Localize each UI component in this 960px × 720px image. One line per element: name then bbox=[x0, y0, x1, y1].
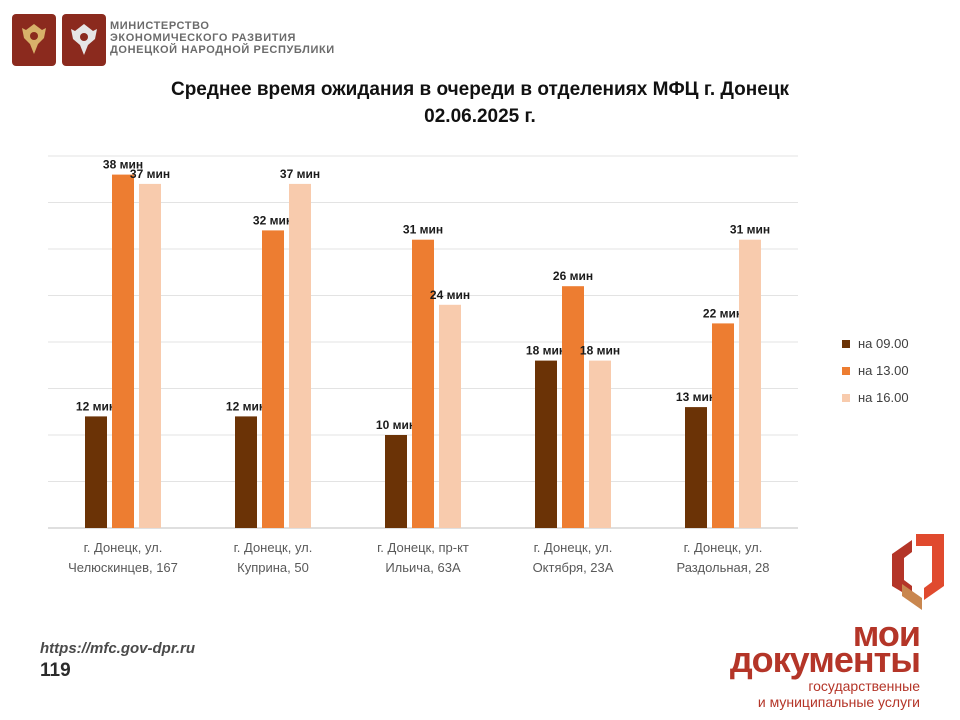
legend-label-1300: на 13.00 bbox=[858, 363, 909, 378]
moi-dokumenty-logo-icon bbox=[892, 534, 944, 610]
x-tick-label: г. Донецк, ул. bbox=[684, 540, 763, 555]
brand-tagline-line-1: государственные bbox=[808, 678, 920, 694]
bar bbox=[385, 435, 407, 528]
data-label: 38 мин bbox=[103, 158, 143, 172]
x-tick-label: Ильича, 63А bbox=[385, 560, 461, 575]
bar bbox=[112, 174, 134, 528]
x-tick-label: г. Донецк, ул. bbox=[534, 540, 613, 555]
ministry-name: МИНИСТЕРСТВО ЭКОНОМИЧЕСКОГО РАЗВИТИЯ ДОН… bbox=[110, 20, 335, 56]
data-label: 37 мин bbox=[280, 167, 320, 181]
bar bbox=[85, 416, 107, 528]
x-tick-label: Челюскинцев, 167 bbox=[68, 560, 178, 575]
data-label: 26 мин bbox=[553, 269, 593, 283]
data-label: 18 мин bbox=[580, 344, 620, 358]
bar bbox=[235, 416, 257, 528]
chart-title-line-1: Среднее время ожидания в очереди в отдел… bbox=[170, 79, 790, 100]
chart-title: Среднее время ожидания в очереди в отдел… bbox=[80, 76, 880, 130]
ministry-line-3: ДОНЕЦКОЙ НАРОДНОЙ РЕСПУБЛИКИ bbox=[110, 44, 335, 56]
bar bbox=[712, 323, 734, 528]
russia-emblem-icon bbox=[12, 14, 56, 66]
legend-label-1600: на 16.00 bbox=[858, 390, 909, 405]
bar bbox=[562, 286, 584, 528]
data-label: 37 мин bbox=[130, 167, 170, 181]
chart-title-line-2: 02.06.2025 г. bbox=[424, 106, 536, 127]
bar bbox=[289, 183, 311, 528]
bar bbox=[535, 360, 557, 528]
legend-item-0900: на 09.00 bbox=[842, 330, 909, 357]
bar bbox=[685, 407, 707, 528]
dpr-emblem-icon bbox=[62, 14, 106, 66]
brand-tagline-line-2: и муниципальные услуги bbox=[757, 694, 920, 710]
bar bbox=[139, 183, 161, 528]
data-label: 32 мин bbox=[253, 213, 293, 227]
bar bbox=[589, 360, 611, 528]
bar bbox=[739, 239, 761, 528]
data-label: 12 мин bbox=[76, 399, 116, 413]
brand-name-line-1: мои bbox=[852, 613, 921, 654]
bar bbox=[412, 239, 434, 528]
legend-swatch-0900 bbox=[842, 339, 850, 348]
x-tick-label: Октября, 23А bbox=[533, 560, 614, 575]
x-tick-label: Раздольная, 28 bbox=[676, 560, 769, 575]
bar bbox=[262, 230, 284, 528]
data-label: 31 мин bbox=[730, 223, 770, 237]
website-link[interactable]: https://mfc.gov-dpr.ru bbox=[40, 640, 195, 657]
page-number: 119 bbox=[40, 660, 71, 681]
x-tick-label: г. Донецк, ул. bbox=[84, 540, 163, 555]
data-label: 31 мин bbox=[403, 223, 443, 237]
brand-name-line-2: документы bbox=[729, 639, 921, 680]
x-tick-label: г. Донецк, пр-кт bbox=[377, 540, 469, 555]
ministry-line-1: МИНИСТЕРСТВО bbox=[110, 20, 210, 32]
legend-item-1600: на 16.00 bbox=[842, 384, 909, 411]
data-label: 24 мин bbox=[430, 288, 470, 302]
x-tick-label: г. Донецк, ул. bbox=[234, 540, 313, 555]
legend-swatch-1600 bbox=[842, 393, 850, 402]
ministry-line-2: ЭКОНОМИЧЕСКОГО РАЗВИТИЯ bbox=[110, 32, 297, 44]
data-label: 13 мин bbox=[676, 390, 716, 404]
data-label: 10 мин bbox=[376, 418, 416, 432]
legend-item-1300: на 13.00 bbox=[842, 357, 909, 384]
legend-label-0900: на 09.00 bbox=[858, 336, 909, 351]
legend-swatch-1300 bbox=[842, 366, 850, 375]
chart-legend: на 09.00 на 13.00 на 16.00 bbox=[842, 330, 909, 411]
data-label: 18 мин bbox=[526, 344, 566, 358]
bar bbox=[439, 304, 461, 528]
x-tick-label: Куприна, 50 bbox=[237, 560, 309, 575]
data-label: 22 мин bbox=[703, 306, 743, 320]
data-label: 12 мин bbox=[226, 399, 266, 413]
